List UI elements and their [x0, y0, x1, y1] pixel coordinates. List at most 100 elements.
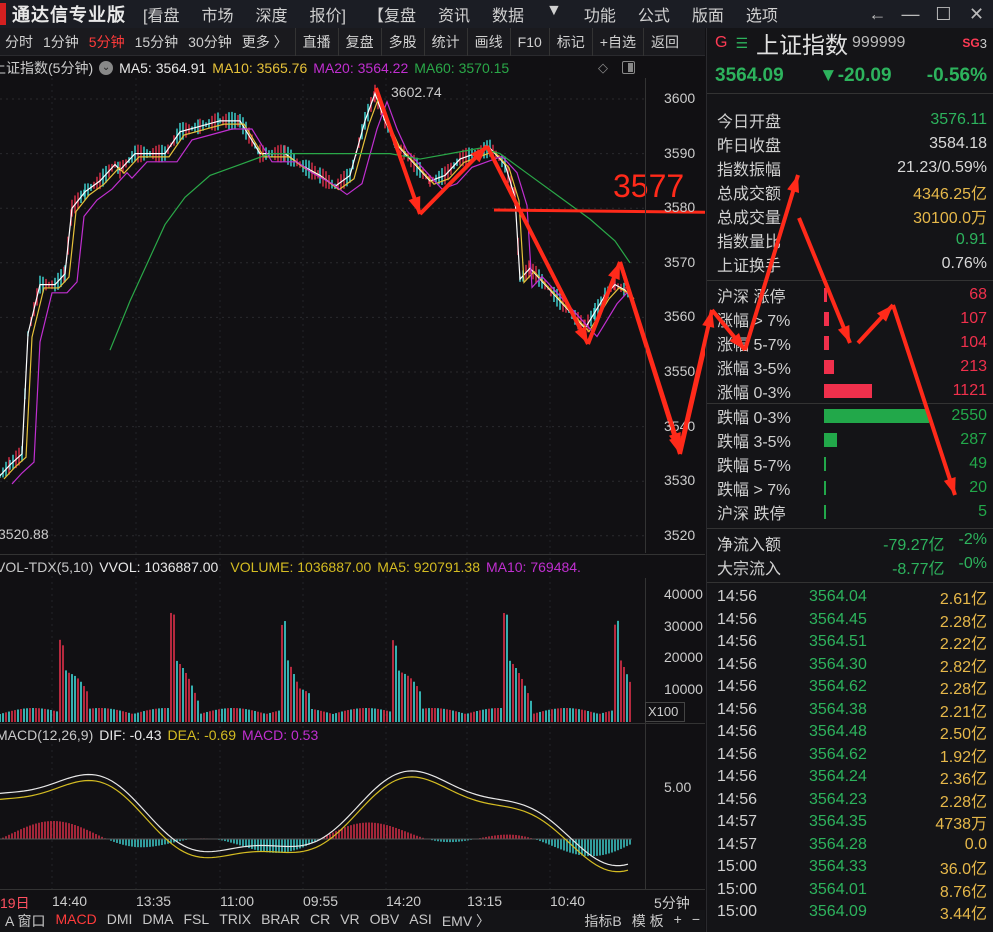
menu-item[interactable]: 数据: [491, 8, 524, 25]
price-tick: 3540: [664, 417, 696, 434]
tick-price: 3564.01: [809, 880, 867, 898]
menu-icon[interactable]: ☰: [735, 34, 749, 51]
toolbar-button[interactable]: 多股: [388, 33, 417, 50]
menu-item[interactable]: 深度: [255, 8, 288, 25]
indicator-tab[interactable]: MACD: [55, 911, 97, 927]
ma20-value: MA20: 3564.22: [313, 60, 409, 76]
period-tab[interactable]: 30分钟: [188, 33, 232, 50]
flow-pct: -0%: [958, 555, 987, 572]
back-arrow-icon[interactable]: ←: [868, 3, 887, 24]
indicator-tab[interactable]: TRIX: [219, 911, 252, 927]
indicator-tab[interactable]: ASI: [409, 911, 432, 927]
macd-title: MACD(12,26,9): [0, 727, 94, 743]
distribution-row: 涨幅 > 7% 107: [707, 307, 993, 331]
tick-amount: 8.76亿: [939, 883, 987, 901]
stat-row: 今日开盘 3576.11: [707, 108, 993, 132]
indicator-tab[interactable]: FSL: [183, 911, 210, 927]
dropdown-circle-icon[interactable]: ⌄: [99, 61, 114, 75]
toolbar-button[interactable]: 返回: [650, 33, 679, 50]
tick-amount: 2.82亿: [939, 658, 987, 676]
menu-item[interactable]: 功能: [583, 8, 616, 25]
sg-badge[interactable]: SG: [962, 36, 980, 50]
volume-legend: VOL-TDX(5,10) VVOL: 1036887.00 VOLUME: 1…: [0, 556, 581, 578]
bottom-right-button[interactable]: +: [673, 911, 682, 927]
menu-item[interactable]: [看盘: [143, 8, 180, 25]
indicator-tab[interactable]: A 窗口: [5, 913, 46, 929]
macd-axis: 5.00: [645, 724, 705, 889]
tick-price: 3564.30: [809, 655, 867, 673]
tick-amount: 3.44亿: [939, 906, 987, 924]
tick-time: 15:00: [717, 903, 758, 921]
maximize-icon[interactable]: ☐: [935, 3, 952, 24]
toolbar-button[interactable]: 复盘: [345, 33, 374, 50]
chart-canvas[interactable]: [0, 56, 705, 914]
indicator-tab[interactable]: BRAR: [261, 911, 300, 927]
tick-price: 3564.35: [809, 813, 867, 831]
period-tab[interactable]: 更多 〉: [241, 33, 288, 50]
distribution-row: 跌幅 5-7% 49: [707, 452, 993, 476]
diamond-icon[interactable]: ◇: [598, 60, 608, 75]
menu-item[interactable]: 选项: [745, 8, 778, 25]
indicator-tab[interactable]: DMI: [106, 911, 133, 927]
period-tab[interactable]: 1分钟: [43, 33, 79, 50]
last-price: 3564.09: [715, 64, 784, 86]
toolbar-button[interactable]: +自选: [599, 33, 636, 50]
indicator-tab[interactable]: CR: [309, 911, 331, 927]
macd-legend: MACD(12,26,9) DIF: -0.43 DEA: -0.69 MACD…: [0, 724, 318, 746]
distribution-count: 107: [960, 310, 987, 327]
flow-value: -8.77亿: [892, 561, 945, 578]
minimize-icon[interactable]: —: [901, 3, 920, 24]
toolbar-button[interactable]: 标记: [556, 33, 585, 50]
menu-item[interactable]: 公式: [637, 8, 670, 25]
macd-tick: 5.00: [664, 779, 692, 795]
menu-item[interactable]: 报价]: [309, 8, 346, 25]
distribution-row: 跌幅 > 7% 20: [707, 476, 993, 500]
stat-row: 总成交量 30100.0万: [707, 204, 993, 228]
price-tick: 3580: [664, 199, 696, 216]
period-tab[interactable]: 分时: [5, 33, 33, 50]
close-icon[interactable]: ✕: [968, 3, 985, 24]
indicator-tab[interactable]: EMV 〉: [441, 913, 491, 929]
bottom-right-button[interactable]: 指标B: [584, 913, 622, 929]
sg-badge-num: 3: [979, 35, 987, 51]
toolbar-button[interactable]: 统计: [431, 33, 460, 50]
bottom-right-button[interactable]: 模 板: [631, 913, 664, 929]
distribution-count: 49: [969, 455, 987, 472]
price-axis: 3600 3590 3580 3570 3560 3550 3540 3530 3520: [645, 78, 705, 553]
distribution-row: 涨幅 3-5% 213: [707, 355, 993, 379]
period-tab[interactable]: 5分钟: [88, 33, 125, 50]
time-label: 14:20: [386, 893, 422, 909]
tick-time: 14:56: [717, 588, 758, 606]
price-change: ▼-20.09: [818, 64, 892, 86]
ma60-value: MA60: 3570.15: [414, 60, 510, 76]
distribution-label: 沪深 跌停: [717, 506, 786, 523]
tick-list[interactable]: 14:56 3564.04 2.61亿 14:56 3564.45 2.28亿 14:56 3…: [707, 583, 993, 924]
panel-toggle-icon[interactable]: [622, 61, 635, 74]
distribution-bar: [824, 288, 827, 302]
menu-item[interactable]: 市场: [201, 8, 234, 25]
down-distribution: 跌幅 0-3% 2550 跌幅 3-5% 287 跌幅 5-7% 49 跌幅 > 7% 20 沪…: [707, 404, 993, 529]
tick-amount: 2.36亿: [939, 771, 987, 789]
indicator-tab[interactable]: OBV: [369, 911, 400, 927]
menu-item[interactable]: 资讯: [437, 8, 470, 25]
tick-price: 3564.09: [809, 903, 867, 921]
toolbar-button[interactable]: F10: [517, 33, 542, 50]
g-icon[interactable]: G: [715, 34, 728, 51]
tick-row: 14:56 3564.45 2.28亿: [707, 609, 993, 632]
menu-item[interactable]: 【复盘: [367, 8, 416, 25]
stats-list: 今日开盘 3576.11 昨日收盘 3584.18 指数振幅 21.23/0.59% 总成交…: [707, 108, 993, 281]
tick-amount: 0.0: [964, 835, 987, 853]
kline-chart-area[interactable]: 上证指数(5分钟) ⌄ MA5: 3564.91 MA10: 3565.76 M…: [0, 56, 705, 914]
stat-value: 4346.25亿: [913, 186, 987, 203]
indicator-tab[interactable]: DMA: [142, 911, 174, 927]
menu-item[interactable]: 版面: [691, 8, 724, 25]
tick-price: 3564.23: [809, 790, 867, 808]
toolbar-button[interactable]: 直播: [302, 33, 331, 50]
chart-toolbar: 分时 1分钟 5分钟 15分钟 30分钟 更多 〉 直播 复盘 多股 统计 画线 F10 标记 +自选返…: [0, 27, 705, 56]
distribution-row: 沪深 跌停 5: [707, 500, 993, 524]
menu-item[interactable]: ▼: [545, 2, 562, 19]
indicator-tab[interactable]: VR: [340, 911, 360, 927]
period-tab[interactable]: 15分钟: [134, 33, 179, 50]
bottom-right-button[interactable]: −: [691, 911, 700, 927]
toolbar-button[interactable]: 画线: [474, 33, 503, 50]
